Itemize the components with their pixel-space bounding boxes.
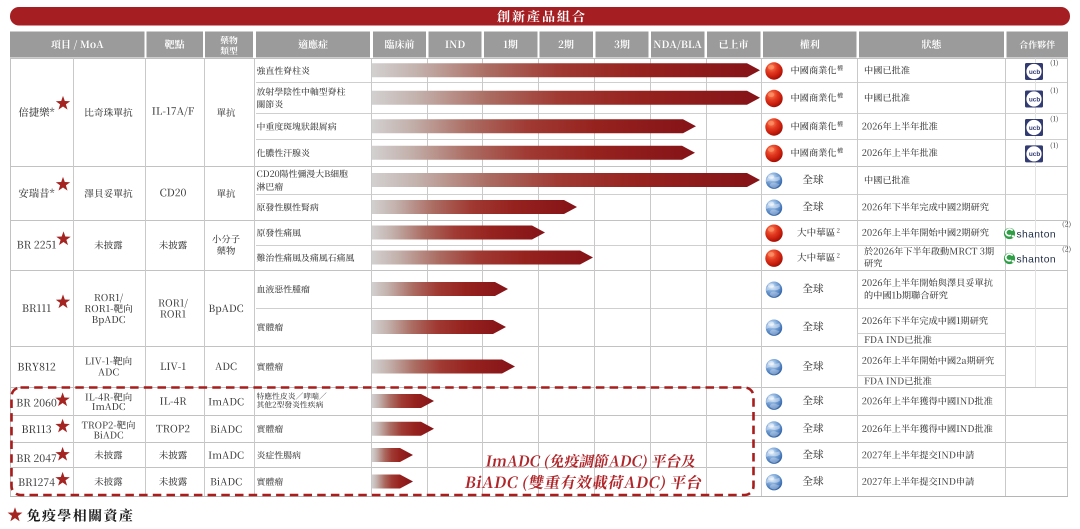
svg-text:ucb: ucb bbox=[1029, 96, 1040, 103]
svg-text:ucb: ucb bbox=[1029, 125, 1040, 132]
svg-text:shanton: shanton bbox=[1017, 254, 1056, 265]
svg-text:ucb: ucb bbox=[1029, 69, 1040, 76]
svg-text:ucb: ucb bbox=[1029, 151, 1040, 158]
svg-text:shanton: shanton bbox=[1017, 229, 1056, 240]
